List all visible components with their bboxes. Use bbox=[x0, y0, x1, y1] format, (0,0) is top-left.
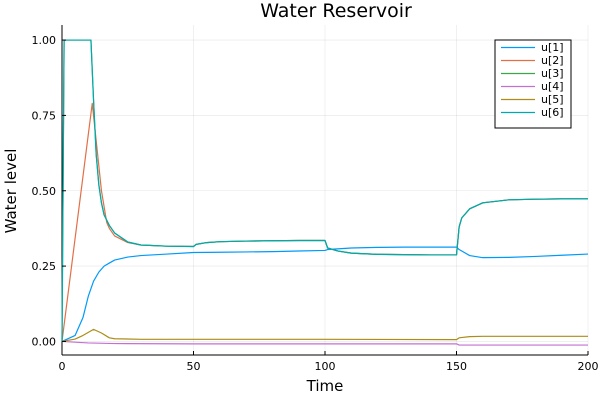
series-line-6 bbox=[61, 39, 588, 342]
legend-entry-label: u[5] bbox=[541, 93, 564, 106]
x-tick-label: 0 bbox=[59, 360, 66, 373]
legend-entry-label: u[3] bbox=[541, 67, 564, 80]
y-tick-label: 0.75 bbox=[32, 109, 57, 122]
legend-entry-label: u[2] bbox=[541, 54, 564, 67]
y-tick-label: 0.25 bbox=[32, 260, 57, 273]
y-axis-label: Water level bbox=[2, 149, 20, 234]
x-tick-label: 100 bbox=[315, 360, 336, 373]
legend: u[1]u[2]u[3]u[4]u[5]u[6] bbox=[494, 39, 572, 129]
y-tick-label: 1.00 bbox=[32, 34, 57, 47]
series-line-5 bbox=[61, 328, 588, 343]
chart-title: Water Reservoir bbox=[260, 0, 412, 22]
y-tick-label: 0.00 bbox=[32, 335, 57, 348]
x-tick-label: 200 bbox=[578, 360, 599, 373]
series-line-1 bbox=[61, 246, 589, 342]
legend-entry-label: u[6] bbox=[541, 106, 564, 119]
series-line-4 bbox=[61, 340, 588, 346]
legend-entry-label: u[4] bbox=[541, 80, 564, 93]
tick-labels: 0 50 100 150 200 0.00 0.25 0.50 0.75 1.00 bbox=[32, 34, 599, 373]
x-axis-label: Time bbox=[306, 377, 344, 395]
x-tick-label: 150 bbox=[446, 360, 467, 373]
series-group bbox=[61, 39, 589, 346]
x-tick-label: 50 bbox=[187, 360, 201, 373]
legend-entry-label: u[1] bbox=[541, 41, 564, 54]
legend-box bbox=[494, 39, 572, 129]
y-tick-label: 0.50 bbox=[32, 185, 57, 198]
